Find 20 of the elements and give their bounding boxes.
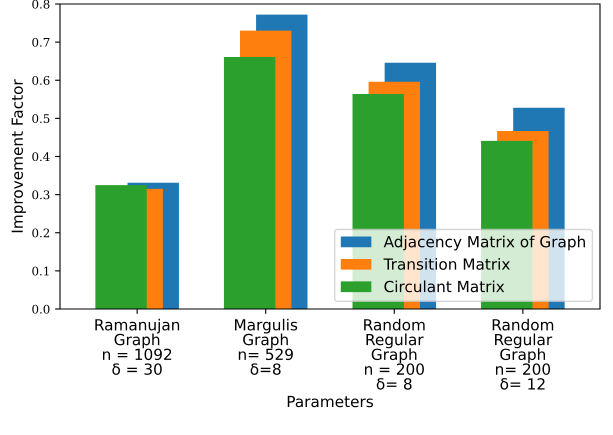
- x-tick-label: Margulis Graph n= 529 δ=8: [235, 318, 298, 375]
- bar: [95, 185, 147, 309]
- y-tick-label: 0.7: [32, 38, 50, 47]
- y-tick-label: 0.8: [32, 0, 50, 9]
- bar: [224, 56, 276, 309]
- x-tick-label: Random Regular Graph n= 200 δ= 12: [492, 318, 554, 390]
- y-tick-label: 0.6: [32, 76, 50, 85]
- legend-label: Transition Matrix: [384, 258, 510, 270]
- y-tick-label: 0.3: [32, 190, 50, 200]
- y-axis-title: Improvement Factor: [12, 79, 26, 232]
- y-tick-label: 0.4: [32, 152, 50, 162]
- y-tick-label: 0.0: [32, 304, 50, 314]
- x-tick-label: Random Regular Graph n = 200 δ= 8: [364, 318, 425, 390]
- x-tick-label: Ramanujan Graph n = 1092 δ = 30: [95, 318, 180, 375]
- legend-label: Adjacency Matrix of Graph: [384, 236, 585, 250]
- x-axis-title: Parameters: [288, 396, 373, 408]
- y-tick-label: 0.1: [32, 266, 49, 276]
- legend-label: Circulant Matrix: [384, 280, 504, 292]
- y-tick-label: 0.2: [32, 228, 50, 238]
- y-tick-label: 0.5: [32, 114, 50, 124]
